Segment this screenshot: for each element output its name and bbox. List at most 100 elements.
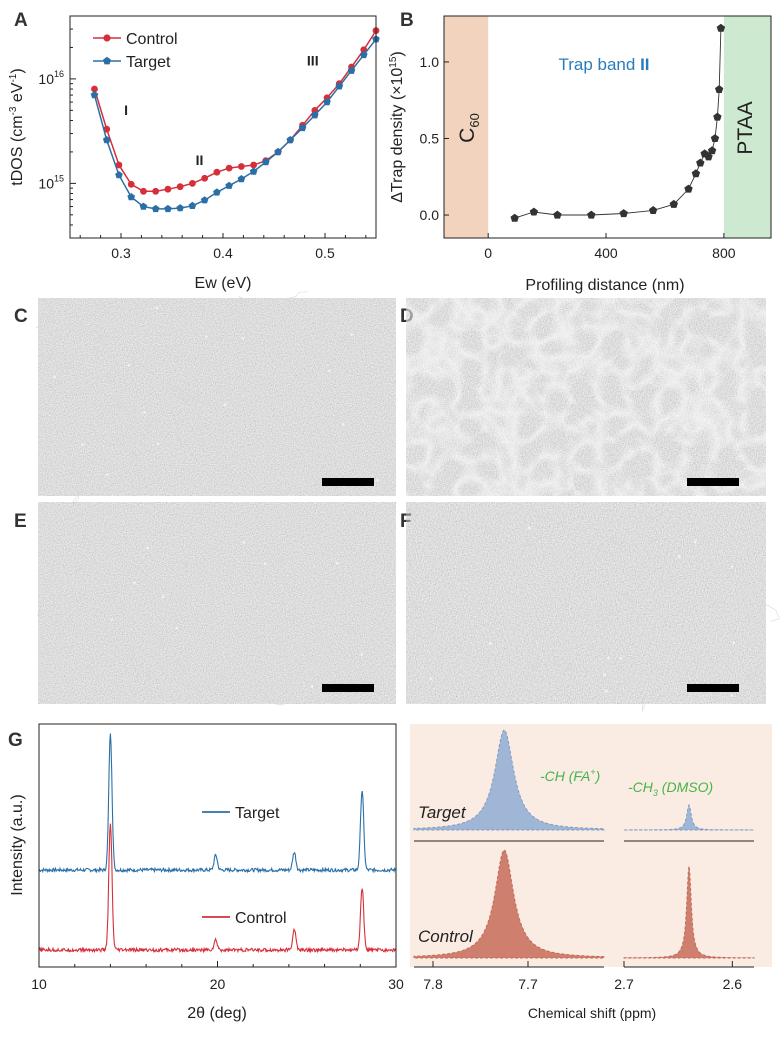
a-ytick-label: 1016 — [38, 69, 64, 87]
h-right-tick-label: 2.6 — [723, 976, 743, 992]
sem-grain-line — [112, 403, 122, 409]
b-ytick-label: 0.5 — [420, 130, 440, 146]
sem-grain-line — [37, 355, 44, 370]
sem-grain-line — [317, 477, 324, 490]
sem-grain-line — [619, 592, 634, 603]
sem-bright-spot — [155, 306, 159, 310]
sem-grain-line — [198, 426, 205, 447]
sem-grain-line — [64, 463, 78, 475]
sem-grain-line — [159, 636, 164, 648]
sem-grain-line — [133, 670, 140, 682]
sem-grain-line — [760, 603, 780, 622]
g-xtick-label: 10 — [31, 976, 47, 992]
sem-grain-line — [168, 376, 178, 393]
g-series-control — [38, 823, 397, 954]
b-point — [715, 85, 724, 93]
panel-h-annotation-ch-end: ) — [594, 768, 601, 784]
panel-b-series — [510, 23, 726, 222]
series-control-point — [250, 161, 257, 169]
panel-b-ylabel-main: ΔTrap density (×10 — [389, 68, 406, 203]
sem-grain-line — [124, 645, 141, 670]
panel-h-target-label: Target — [418, 803, 467, 822]
sem-grain-line — [658, 577, 675, 588]
sem-grain-line — [96, 333, 111, 344]
b-point — [510, 213, 519, 222]
sem-grain-line — [528, 660, 539, 671]
legend-target-marker — [103, 56, 111, 65]
sem-bright-spot — [603, 673, 606, 677]
sem-bright-spot — [133, 581, 136, 585]
series-target-point — [347, 66, 356, 74]
sem-c-texture — [38, 298, 396, 496]
panel-h-annotation-ch3-end: (DMSO) — [658, 779, 713, 795]
panel-a-ylabel-sup2: -1 — [8, 73, 19, 82]
sem-grain-line — [409, 597, 418, 610]
series-target-point — [335, 82, 344, 90]
panel-b-title-main: Trap band — [558, 55, 640, 74]
panel-g-ylabel: Intensity (a.u.) — [9, 794, 26, 895]
panel-h-annotation-ch3-sub: 3 — [653, 788, 658, 798]
sem-grain-line — [175, 420, 187, 447]
sem-grain-line — [175, 663, 185, 671]
sem-grain-line — [78, 591, 87, 600]
sem-bright-spot — [694, 540, 697, 543]
sem-grain-line — [420, 525, 436, 536]
series-target-point — [213, 188, 221, 196]
series-control-point — [115, 161, 123, 169]
g-series-target — [38, 733, 397, 874]
sem-grain-line — [551, 657, 578, 673]
b-point — [553, 210, 562, 219]
sem-grain-line — [255, 632, 266, 642]
h-peak-control — [413, 849, 605, 959]
sem-grain-line — [276, 601, 284, 618]
panel-a-ylabel-sup1: -3 — [8, 106, 19, 115]
sem-bright-spot — [730, 694, 734, 697]
h-right-tick-label: 2.7 — [614, 976, 634, 992]
sem-grain-line — [489, 540, 515, 553]
panel-a-frame — [69, 15, 377, 239]
panel-h-chart: 7.8 7.7 2.7 2.6 Chemical shift (ppm) Target… — [410, 724, 772, 1021]
legend-control-label: Control — [126, 31, 178, 48]
sem-grain-line — [212, 375, 230, 393]
sem-image-d — [406, 298, 766, 496]
panel-label-c: C — [14, 306, 28, 327]
a-xtick-label: 0.5 — [315, 245, 335, 261]
sem-grain-line — [146, 420, 153, 434]
sem-grain-line — [170, 658, 185, 677]
panel-label-e: E — [14, 511, 27, 532]
b-point — [619, 209, 628, 218]
panel-b-ticks: 0 400 800 0.0 0.5 1.0 — [420, 54, 736, 261]
series-control-point — [164, 185, 172, 193]
sem-grain-line — [339, 333, 354, 349]
sem-grain-line — [127, 356, 138, 369]
series-target-point — [298, 123, 307, 132]
series-target-point — [249, 167, 258, 175]
sem-grain-line — [74, 563, 86, 573]
sem-c-scalebar — [322, 478, 374, 486]
series-target-point — [200, 196, 209, 204]
sem-image-f — [406, 502, 780, 712]
a-ytick-base: 10 — [38, 71, 54, 87]
sem-grain-line — [83, 535, 100, 557]
sem-grain-line — [279, 555, 286, 569]
series-target-point — [274, 147, 282, 156]
sem-bright-spot — [429, 677, 433, 680]
series-target-point — [360, 50, 368, 59]
sem-grain-line — [130, 454, 139, 467]
b-point — [704, 152, 713, 161]
sem-bright-spot — [106, 473, 109, 476]
h-left-tick-label: 7.8 — [423, 976, 443, 992]
sem-bright-spot — [350, 333, 354, 336]
b-point — [716, 23, 726, 32]
panel-label-f: F — [400, 511, 412, 532]
legend-target-label: Target — [126, 54, 171, 71]
panel-g-ticks: 10 20 30 — [31, 961, 404, 992]
series-target-point — [164, 204, 172, 213]
sem-grain-line — [35, 315, 53, 329]
sem-f-scalebar — [687, 684, 739, 692]
a-region-label: II — [196, 152, 204, 168]
sem-grain-line — [223, 450, 236, 468]
sem-grain-line — [178, 309, 187, 321]
c60-band-label: C60 — [456, 113, 482, 143]
